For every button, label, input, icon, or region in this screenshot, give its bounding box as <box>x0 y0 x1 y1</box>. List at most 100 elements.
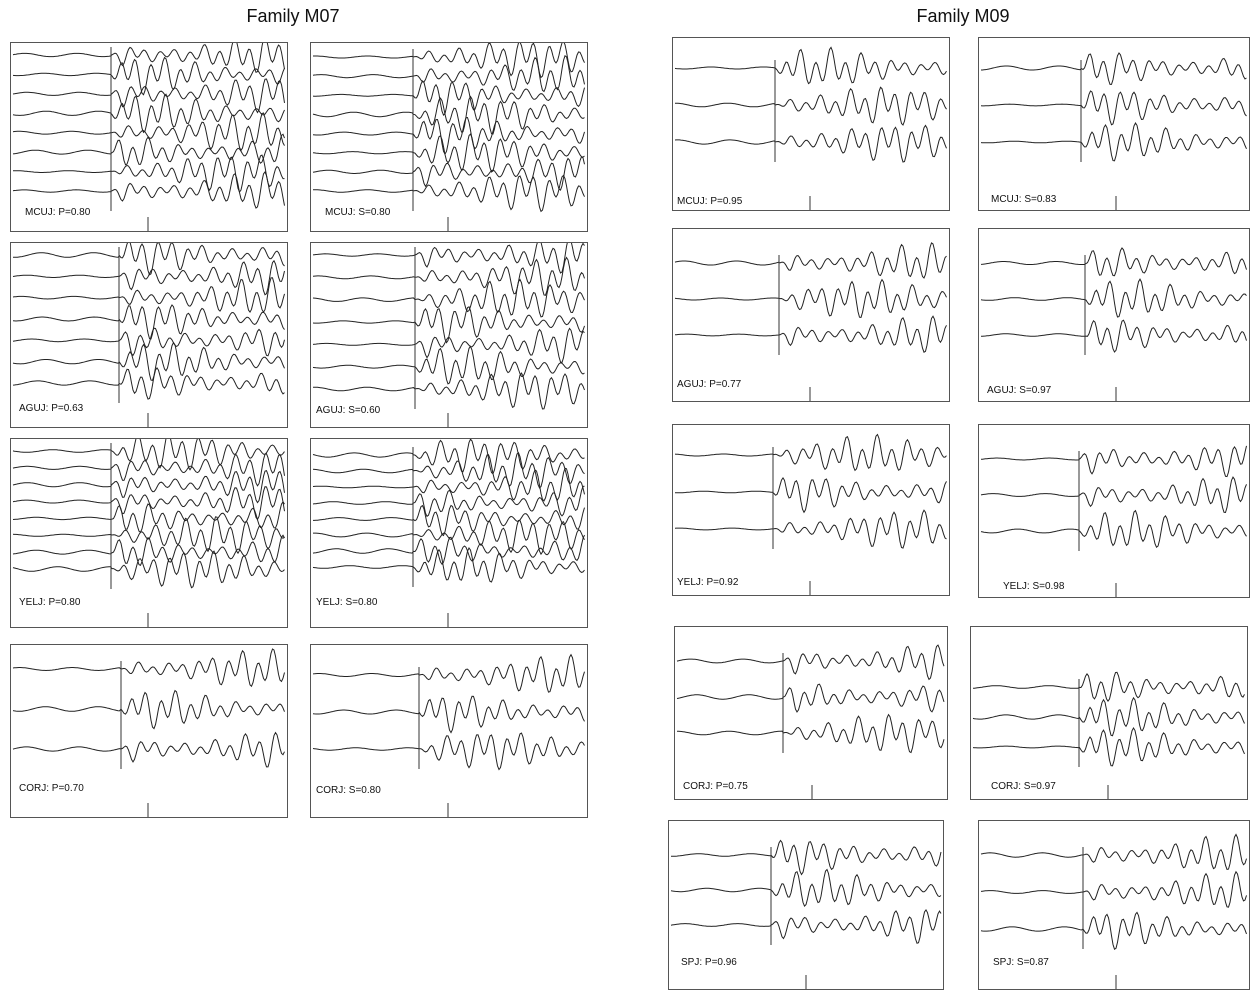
seismic-trace <box>674 433 947 472</box>
family-m09-title: Family M09 <box>916 6 1010 26</box>
seismic-trace <box>980 90 1247 126</box>
waveform-panel-m09-spj-p: SPJ: P=0.96 <box>668 820 944 990</box>
seismic-trace <box>980 509 1247 548</box>
seismic-trace <box>972 696 1245 737</box>
seismic-trace <box>312 439 585 475</box>
waveform-traces <box>312 653 585 817</box>
seismic-trace <box>12 93 285 134</box>
seismic-trace <box>312 485 585 518</box>
seismic-trace <box>312 256 585 296</box>
panel-label: CORJ: P=0.70 <box>19 783 84 794</box>
waveform-traces <box>312 243 585 427</box>
waveform-panel-m07-aguj-p: AGUJ: P=0.63 <box>10 242 288 428</box>
seismic-trace <box>312 653 585 693</box>
seismic-trace <box>313 519 585 556</box>
seismic-trace <box>12 469 285 504</box>
panel-label: SPJ: S=0.87 <box>993 957 1049 968</box>
seismic-trace <box>312 732 585 771</box>
seismic-trace <box>675 86 947 126</box>
panel-label: CORJ: S=0.80 <box>316 785 381 796</box>
seismic-trace <box>312 95 585 135</box>
seismic-trace <box>12 486 285 521</box>
panel-label: MCUJ: S=0.83 <box>991 194 1057 205</box>
seismic-trace <box>674 509 947 549</box>
seismic-trace <box>981 319 1247 353</box>
waveform-traces <box>12 439 285 627</box>
waveform-panel-m07-aguj-s: AGUJ: S=0.60 <box>310 242 588 428</box>
waveform-traces <box>980 52 1247 210</box>
seismic-trace <box>674 124 947 163</box>
waveform-panel-m07-yelj-s: YELJ: S=0.80 <box>310 438 588 628</box>
seismic-trace <box>312 306 585 344</box>
seismic-trace <box>312 372 585 410</box>
waveform-panel-m09-aguj-s: AGUJ: S=0.97 <box>978 228 1250 402</box>
waveform-panel-m09-corj-s: CORJ: S=0.97 <box>970 626 1248 800</box>
waveform-traces <box>674 433 947 595</box>
waveform-panel-m09-yelj-p: YELJ: P=0.92 <box>672 424 950 596</box>
seismic-trace <box>980 278 1247 318</box>
waveform-traces <box>312 43 585 231</box>
seismic-trace <box>312 327 585 364</box>
waveform-panel-m07-mcuj-p: MCUJ: P=0.80 <box>10 42 288 232</box>
seismic-trace <box>12 341 285 381</box>
seismic-trace <box>980 247 1247 277</box>
waveform-traces <box>312 439 585 627</box>
seismic-trace <box>12 304 285 340</box>
waveform-traces <box>674 46 947 210</box>
seismic-trace <box>12 534 285 566</box>
waveform-traces <box>12 648 285 817</box>
seismic-trace <box>676 683 945 713</box>
seismic-trace <box>674 315 947 353</box>
seismic-trace <box>313 43 585 79</box>
seismic-trace <box>312 534 585 566</box>
seismic-trace <box>312 133 585 173</box>
seismic-trace <box>312 345 585 385</box>
seismic-trace <box>12 43 285 73</box>
panel-label: MCUJ: S=0.80 <box>325 207 391 218</box>
seismic-trace <box>676 713 945 754</box>
seismic-trace <box>12 112 285 152</box>
waveform-panel-m09-yelj-s: YELJ: S=0.98 <box>978 424 1250 598</box>
seismic-trace <box>312 156 585 191</box>
seismic-trace <box>675 476 947 514</box>
waveform-traces <box>980 445 1247 597</box>
seismic-trace <box>313 504 585 537</box>
panel-label: YELJ: P=0.92 <box>677 577 739 588</box>
seismic-trace <box>980 911 1247 950</box>
seismic-trace <box>670 839 942 876</box>
panel-label: MCUJ: P=0.95 <box>677 196 743 207</box>
panel-label: YELJ: S=0.98 <box>1003 581 1065 592</box>
waveform-traces <box>980 833 1247 989</box>
seismic-trace <box>312 695 585 734</box>
seismic-trace <box>12 648 285 688</box>
seismic-trace <box>12 56 285 96</box>
seismic-trace <box>12 367 285 400</box>
panel-label: AGUJ: P=0.77 <box>677 379 742 390</box>
waveform-traces <box>674 242 947 401</box>
seismic-trace <box>676 644 945 681</box>
family-m07-title: Family M07 <box>246 6 340 26</box>
seismic-trace <box>972 671 1245 702</box>
waveform-panel-m09-spj-s: SPJ: S=0.87 <box>978 820 1250 990</box>
waveform-panel-m07-corj-s: CORJ: S=0.80 <box>310 644 588 818</box>
seismic-trace <box>313 174 585 213</box>
panel-label: YELJ: S=0.80 <box>316 597 378 608</box>
seismic-trace <box>981 52 1247 85</box>
panel-label: AGUJ: S=0.97 <box>987 385 1052 396</box>
seismic-trace <box>980 476 1247 514</box>
waveform-traces <box>12 243 285 427</box>
seismic-trace <box>674 242 947 279</box>
seismic-trace <box>674 46 947 85</box>
panel-label: AGUJ: P=0.63 <box>19 403 84 414</box>
seismic-trace <box>12 133 285 166</box>
waveform-traces <box>670 839 942 989</box>
seismic-trace <box>12 277 285 314</box>
seismic-trace <box>670 868 942 907</box>
seismic-trace <box>972 726 1245 767</box>
waveform-traces <box>972 671 1245 799</box>
seismic-trace <box>980 445 1247 478</box>
seismic-trace <box>12 259 285 296</box>
waveform-panel-m09-mcuj-p: MCUJ: P=0.95 <box>672 37 950 211</box>
waveform-traces <box>980 247 1247 401</box>
waveform-traces <box>676 644 945 799</box>
